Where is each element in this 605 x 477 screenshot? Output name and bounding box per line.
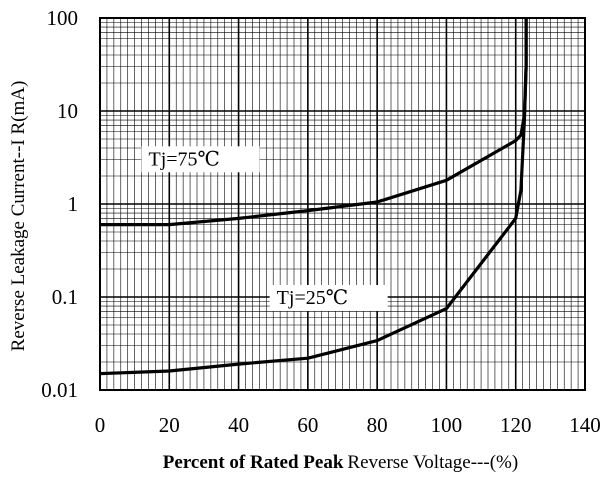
x-tick-label: 120: [500, 413, 532, 437]
series-line-tj75: [100, 18, 528, 227]
grid: [100, 18, 585, 390]
y-tick-labels: 100 10 1 0.1 0.01: [41, 6, 78, 402]
x-tick-label: 0: [95, 413, 106, 437]
y-tick-label: 0.01: [41, 378, 78, 402]
plot-frame: [99, 17, 586, 391]
y-axis-label: Reverse Leakage Current--I R(mA): [8, 81, 29, 352]
annotation-background: [141, 146, 260, 173]
annotation-background: [269, 285, 388, 311]
y-tick-label: 1: [68, 192, 79, 216]
label-backgrounds: Tj=75℃ Tj=25℃: [141, 146, 388, 311]
annotation-label-tj25: Tj=25℃: [277, 287, 348, 309]
x-axis-label: Percent of Rated Peak Reverse Voltage---…: [163, 452, 518, 473]
curves: [99, 18, 528, 376]
x-axis-label-part1: Percent of Rated Peak: [163, 452, 344, 473]
x-tick-label: 60: [297, 413, 318, 437]
y-tick-label: 0.1: [52, 285, 78, 309]
x-tick-label: 40: [228, 413, 249, 437]
series-line-tj25: [99, 18, 528, 376]
x-tick-labels: 0 20 40 60 80 100 120 140: [95, 413, 601, 437]
y-tick-label: 10: [57, 99, 78, 123]
x-tick-label: 20: [159, 413, 180, 437]
x-axis-label-part2: Reverse Voltage---(%): [347, 452, 518, 473]
x-tick-label: 140: [569, 413, 601, 437]
x-tick-label: 80: [367, 413, 388, 437]
y-tick-label: 100: [47, 6, 79, 30]
x-tick-label: 100: [431, 413, 463, 437]
annotation-label-tj75: Tj=75℃: [149, 148, 220, 170]
